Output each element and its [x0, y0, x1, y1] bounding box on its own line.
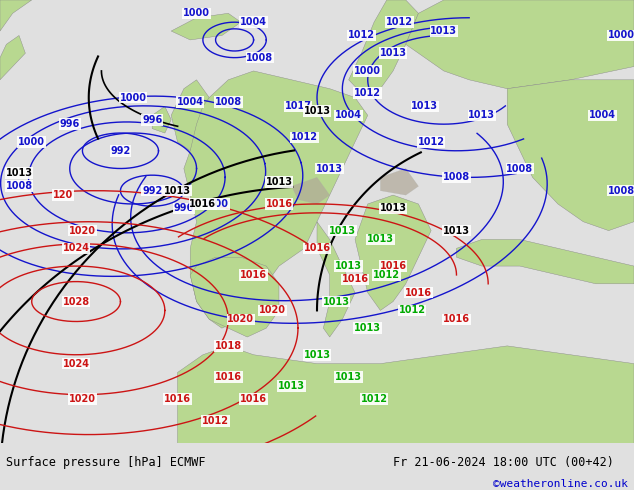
Text: 1016: 1016 [164, 394, 191, 404]
Text: 1008: 1008 [507, 164, 533, 173]
Text: 1012: 1012 [202, 416, 229, 426]
Text: 1013: 1013 [266, 177, 292, 187]
Text: 1000: 1000 [18, 137, 45, 147]
Text: Surface pressure [hPa] ECMWF: Surface pressure [hPa] ECMWF [6, 456, 206, 468]
Text: 1020: 1020 [69, 394, 96, 404]
Text: 1012: 1012 [399, 305, 425, 316]
Text: 1016: 1016 [380, 261, 406, 271]
Text: 1013: 1013 [6, 168, 32, 178]
Text: 1013: 1013 [335, 261, 362, 271]
Text: 1008: 1008 [215, 97, 242, 107]
Text: 1012: 1012 [354, 88, 381, 98]
Text: 1012: 1012 [386, 17, 413, 27]
Text: 1020: 1020 [259, 305, 286, 316]
Text: 1013: 1013 [469, 110, 495, 121]
Text: 996: 996 [60, 119, 80, 129]
Polygon shape [152, 106, 171, 133]
Text: 1018: 1018 [215, 341, 242, 351]
Text: 1012: 1012 [361, 394, 387, 404]
Text: 1020: 1020 [228, 314, 254, 324]
Text: 1013: 1013 [380, 48, 406, 58]
Text: 1016: 1016 [240, 394, 267, 404]
Text: 1013: 1013 [443, 225, 470, 236]
Text: 1016: 1016 [240, 270, 267, 280]
Text: 1013: 1013 [323, 296, 349, 307]
Text: 1016: 1016 [215, 372, 242, 382]
Text: 1004: 1004 [589, 110, 616, 121]
Text: 120: 120 [53, 190, 74, 200]
Polygon shape [171, 80, 209, 151]
Text: 1016: 1016 [304, 244, 330, 253]
Text: ©weatheronline.co.uk: ©weatheronline.co.uk [493, 479, 628, 490]
Polygon shape [0, 0, 32, 31]
Text: 1013: 1013 [380, 203, 406, 214]
Text: 1016: 1016 [443, 314, 470, 324]
Text: 1000: 1000 [608, 30, 634, 41]
Text: 1004: 1004 [335, 110, 362, 121]
Text: 1016: 1016 [190, 199, 216, 209]
Text: 1017: 1017 [285, 101, 311, 111]
Text: 992: 992 [142, 186, 162, 196]
Polygon shape [190, 257, 279, 337]
Text: 1004: 1004 [240, 17, 267, 27]
Polygon shape [184, 71, 368, 328]
Text: 1000: 1000 [354, 66, 381, 76]
Text: 1008: 1008 [247, 52, 273, 63]
Text: 1024: 1024 [63, 244, 89, 253]
Polygon shape [0, 35, 25, 80]
Text: 1008: 1008 [6, 181, 32, 191]
Text: 1013: 1013 [411, 101, 438, 111]
Text: 1008: 1008 [608, 186, 634, 196]
Text: 1012: 1012 [373, 270, 400, 280]
Polygon shape [171, 13, 241, 40]
Text: 1013: 1013 [278, 381, 305, 391]
Text: 1016: 1016 [266, 199, 292, 209]
Text: 1013: 1013 [430, 26, 457, 36]
Text: Fr 21-06-2024 18:00 UTC (00+42): Fr 21-06-2024 18:00 UTC (00+42) [393, 456, 614, 468]
Polygon shape [406, 0, 634, 89]
Text: 1008: 1008 [443, 172, 470, 182]
Text: 1013: 1013 [354, 323, 381, 333]
Text: 1004: 1004 [177, 97, 204, 107]
Text: 1000: 1000 [202, 199, 229, 209]
Text: 1000: 1000 [120, 93, 146, 102]
Polygon shape [355, 195, 431, 311]
Text: 1013: 1013 [367, 234, 394, 245]
Text: 1012: 1012 [291, 132, 318, 143]
Text: 1016: 1016 [342, 274, 368, 284]
Polygon shape [380, 169, 418, 195]
Text: 1000: 1000 [183, 8, 210, 18]
Text: 1013: 1013 [335, 372, 362, 382]
Polygon shape [178, 346, 634, 443]
Polygon shape [292, 177, 330, 204]
Text: 1028: 1028 [63, 296, 89, 307]
Text: 1013: 1013 [164, 186, 191, 196]
Text: 1012: 1012 [348, 30, 375, 41]
Text: 1024: 1024 [63, 359, 89, 368]
Polygon shape [456, 240, 634, 284]
Text: 996: 996 [174, 203, 194, 214]
Text: 1020: 1020 [69, 225, 96, 236]
Text: 992: 992 [110, 146, 131, 156]
Text: 1013: 1013 [329, 225, 356, 236]
Text: 1013: 1013 [304, 106, 330, 116]
Polygon shape [317, 221, 355, 337]
Text: 1012: 1012 [418, 137, 444, 147]
Text: 996: 996 [142, 115, 162, 125]
Polygon shape [507, 80, 634, 231]
Text: 1013: 1013 [316, 164, 343, 173]
Polygon shape [349, 0, 418, 93]
Text: 1013: 1013 [304, 350, 330, 360]
Text: 1016: 1016 [405, 288, 432, 298]
